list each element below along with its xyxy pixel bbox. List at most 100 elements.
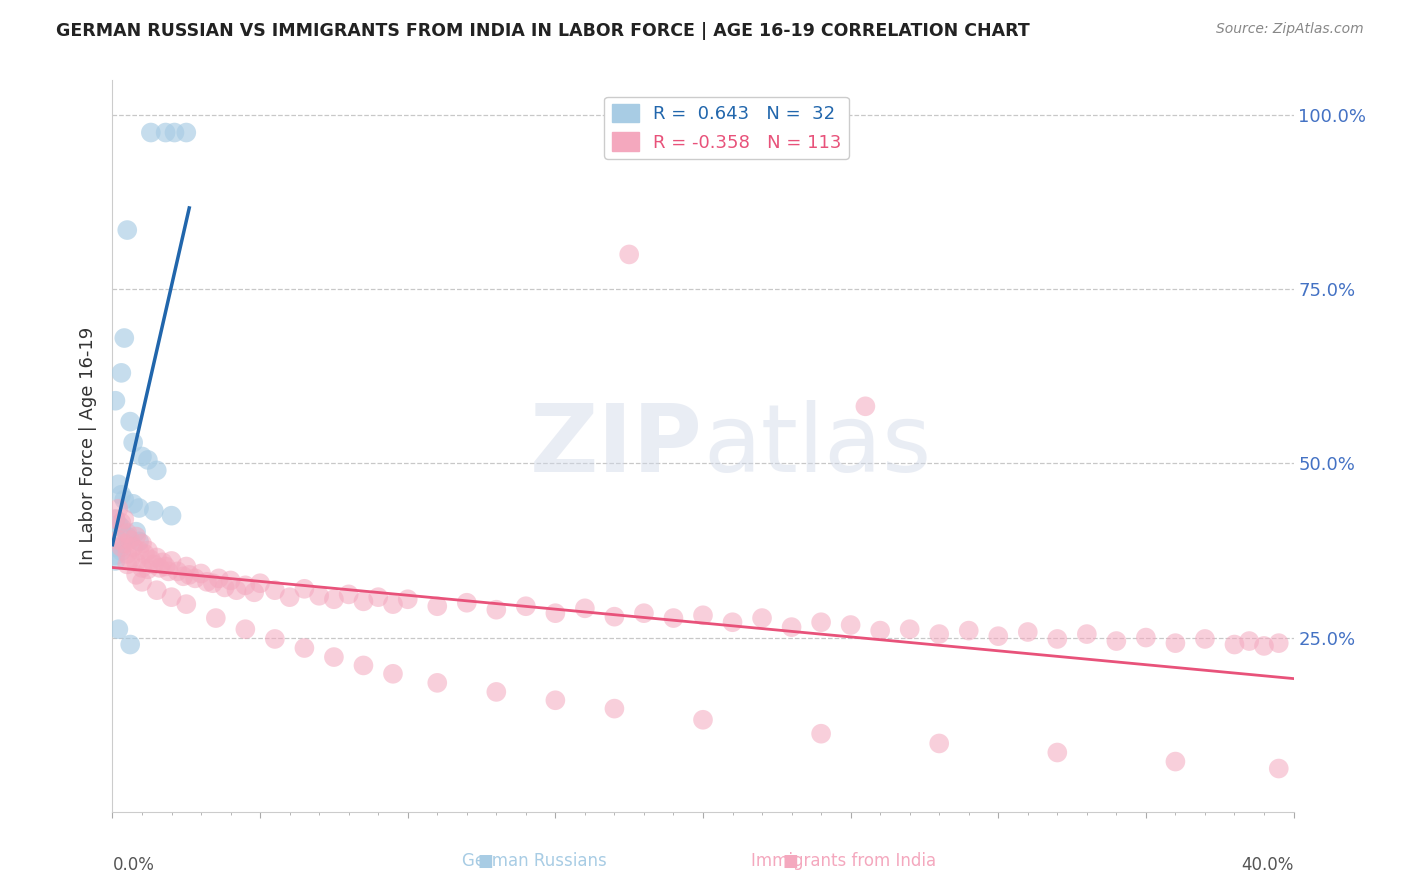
Text: 0.0%: 0.0%	[112, 855, 155, 873]
Point	[426, 676, 449, 690]
Point	[110, 520, 132, 534]
Y-axis label: In Labor Force | Age 16-19: In Labor Force | Age 16-19	[79, 326, 97, 566]
Text: ■: ■	[477, 852, 494, 870]
Point	[249, 576, 271, 591]
Point	[117, 526, 138, 541]
Point	[264, 583, 287, 598]
Point	[155, 559, 177, 574]
Point	[120, 638, 142, 652]
Point	[136, 562, 159, 576]
Legend: R =  0.643   N =  32, R = -0.358   N = 113: R = 0.643 N = 32, R = -0.358 N = 113	[605, 96, 849, 159]
Point	[1268, 762, 1291, 776]
Point	[179, 567, 201, 582]
Text: German Russians: German Russians	[463, 852, 606, 870]
Point	[544, 606, 567, 620]
Point	[155, 126, 177, 140]
Point	[308, 589, 330, 603]
Point	[264, 632, 287, 646]
Point	[166, 565, 188, 579]
Point	[810, 727, 832, 741]
Point	[869, 624, 891, 638]
Point	[117, 223, 138, 237]
Point	[382, 597, 405, 611]
Point	[485, 685, 508, 699]
Point	[112, 331, 135, 345]
Point	[426, 599, 449, 614]
Point	[131, 450, 153, 464]
Point	[122, 540, 145, 554]
Text: atlas: atlas	[703, 400, 931, 492]
Point	[662, 611, 685, 625]
Point	[149, 561, 172, 575]
Point	[131, 574, 153, 589]
Point	[928, 736, 950, 750]
Point	[692, 713, 714, 727]
Point	[117, 530, 138, 544]
Point	[152, 555, 174, 569]
Point	[352, 658, 374, 673]
Point	[107, 477, 129, 491]
Point	[136, 453, 159, 467]
Point	[839, 618, 862, 632]
Point	[456, 596, 478, 610]
Point	[1046, 632, 1069, 646]
Point	[110, 540, 132, 554]
Point	[107, 501, 129, 516]
Point	[987, 629, 1010, 643]
Point	[1076, 627, 1098, 641]
Point	[1046, 746, 1069, 760]
Point	[201, 576, 224, 591]
Point	[142, 558, 165, 572]
Point	[396, 592, 419, 607]
Point	[544, 693, 567, 707]
Point	[104, 540, 127, 554]
Point	[125, 567, 148, 582]
Point	[134, 547, 156, 561]
Point	[780, 620, 803, 634]
Point	[131, 536, 153, 550]
Point	[957, 624, 980, 638]
Point	[323, 650, 346, 665]
Point	[131, 561, 153, 575]
Point	[160, 554, 183, 568]
Point	[104, 512, 127, 526]
Point	[751, 611, 773, 625]
Point	[1268, 636, 1291, 650]
Point	[142, 504, 165, 518]
Text: ZIP: ZIP	[530, 400, 703, 492]
Point	[485, 603, 508, 617]
Point	[163, 126, 186, 140]
Point	[243, 585, 266, 599]
Point	[146, 550, 169, 565]
Point	[692, 608, 714, 623]
Point	[110, 516, 132, 530]
Point	[1017, 625, 1039, 640]
Point	[104, 549, 127, 563]
Point	[125, 555, 148, 569]
Point	[603, 701, 626, 715]
Point	[1239, 634, 1261, 648]
Point	[1164, 755, 1187, 769]
Point	[107, 533, 129, 547]
Point	[112, 492, 135, 507]
Point	[160, 590, 183, 604]
Point	[1105, 634, 1128, 648]
Point	[214, 581, 236, 595]
Point	[337, 587, 360, 601]
Point	[367, 590, 389, 604]
Point	[107, 517, 129, 532]
Point	[352, 594, 374, 608]
Point	[128, 501, 150, 516]
Point	[208, 571, 231, 585]
Point	[721, 615, 744, 630]
Point	[172, 569, 194, 583]
Point	[160, 508, 183, 523]
Point	[898, 622, 921, 636]
Text: Immigrants from India: Immigrants from India	[751, 852, 936, 870]
Point	[104, 512, 127, 526]
Point	[855, 399, 877, 413]
Point	[120, 415, 142, 429]
Point	[157, 565, 180, 579]
Point	[174, 126, 197, 140]
Point	[233, 622, 256, 636]
